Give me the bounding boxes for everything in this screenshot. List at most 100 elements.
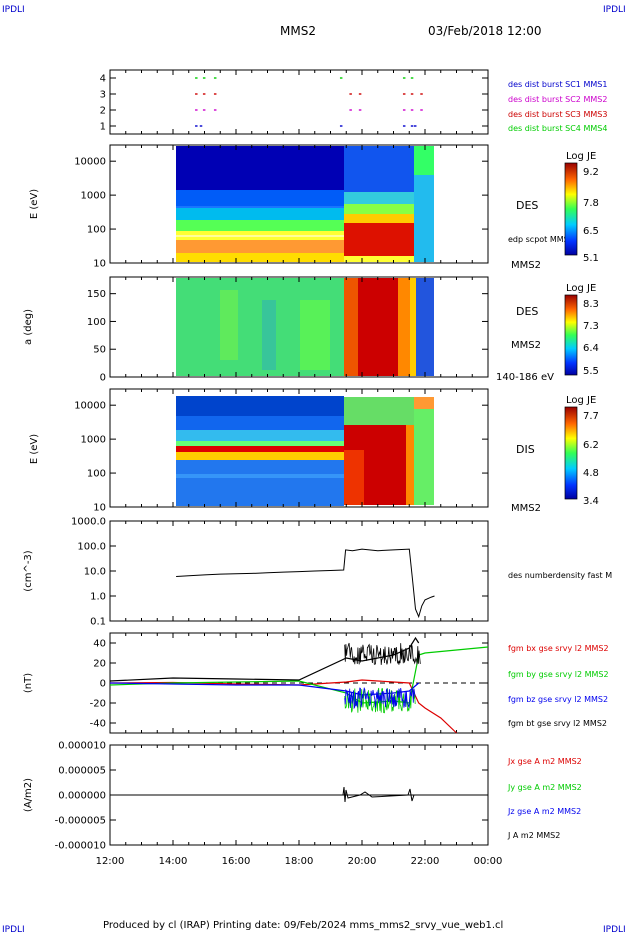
bfield-lines [110,638,488,733]
burst-mark [414,125,417,126]
burst-mark [403,93,406,94]
current-legend-jx: Jx gse A m2 MMS2 [507,757,582,766]
corner-label-top-left: IPDLI [2,5,25,15]
des-energy-colorbar [565,163,577,255]
y-tick-label: 100 [87,317,106,328]
y-tick-label: 10000 [74,401,106,412]
burst-mark [420,93,423,94]
burst-mark [200,125,203,126]
y-tick-label: 150 [87,289,106,300]
y-tick-label: 10 [93,503,106,514]
des-energy-cbar-tick: 6.5 [583,226,599,237]
y-tick-label: 100 [87,225,106,236]
burst-mark [195,93,198,94]
y-tick-label: 20 [93,659,106,670]
burst-marks [195,77,423,126]
burst-mark [359,93,362,94]
y-tick-label: 1000.0 [71,517,106,528]
current-panel: 0.0000100.0000050.000000-0.000005-0.0000… [23,741,582,852]
y-tick-label: 2 [100,106,106,117]
bfield-line [110,647,488,703]
des-pitch-cbar-tick: 6.4 [583,343,599,354]
dis-energy-cbar-tick: 7.7 [583,411,599,422]
y-tick-label: 0.000000 [58,791,106,802]
dis-energy-cbar-tick: 3.4 [583,496,599,507]
burst-legend-3: des dist burst SC3 MMS3 [508,110,607,119]
burst-mark [214,109,217,110]
dis-energy-label: DIS [516,443,535,456]
burst-mark [203,93,206,94]
des-pitch-panel: 150 100 50 0 a (deg) DES MMS2 140-186 eV Lo… [23,277,599,384]
burst-mark [403,77,406,78]
y-tick-label: 1000 [81,435,106,446]
y-tick-label: 0 [100,373,106,384]
y-tick-label: 0 [100,679,106,690]
x-tick-label: 18:00 [285,856,314,867]
corner-label-bottom-left: IPDLI [2,925,25,934]
burst-mark [420,109,423,110]
des-energy-panel: 10000 1000 100 10 E (eV) DES edp scpot MMS2… [29,145,599,271]
footer-credit: Produced by cl (IRAP) Printing date: 09/… [103,920,503,931]
current-legend-jz: Jz gse A m2 MMS2 [507,807,581,816]
x-tick-label: 12:00 [96,856,125,867]
burst-panel: 1 2 3 4 des dist burst SC1 MMS1 des dist bu… [100,70,608,134]
dis-energy-colorbar-title: Log JE [566,395,596,406]
des-energy-sublabel: MMS2 [511,260,541,271]
bfield-ylabel: (nT) [23,673,34,693]
des-pitch-spectrogram [176,278,434,376]
burst-legend-4: des dist burst SC4 MMS4 [508,124,607,133]
des-pitch-sublabel: MMS2 [511,340,541,351]
current-legend-jy: Jy gse A m2 MMS2 [507,783,582,792]
y-tick-label: 50 [93,345,106,356]
des-pitch-colorbar-title: Log JE [566,283,596,294]
bfield-legend-bz: fgm bz gse srvy l2 MMS2 [508,695,608,704]
des-pitch-colorbar [565,295,577,375]
des-energy-ylabel: E (eV) [29,189,40,219]
mission-title: MMS2 [280,24,316,38]
des-pitch-cbar-tick: 8.3 [583,299,599,310]
des-energy-cbar-tick: 7.8 [583,198,599,209]
header-datetime: 03/Feb/2018 12:00 [428,24,542,38]
current-ylabel: (A/m2) [23,778,34,812]
burst-mark [214,93,217,94]
figure: IPDLI IPDLI IPDLI IPDLI MMS2 03/Feb/2018… [0,0,630,934]
x-tick-label: 00:00 [474,856,503,867]
density-ylabel: (cm^-3) [23,550,34,591]
corner-label-bottom-right: IPDLI [603,925,626,934]
y-tick-label: 1000 [81,191,106,202]
y-tick-label: 100 [87,469,106,480]
y-tick-label: 0.000010 [58,741,106,752]
burst-mark [403,109,406,110]
burst-mark [411,125,414,126]
burst-mark [411,109,414,110]
burst-mark [349,93,352,94]
bfield-legend-bx: fgm bx gse srvy l2 MMS2 [508,644,609,653]
burst-mark [203,109,206,110]
burst-mark [411,77,414,78]
y-tick-label: 1 [100,122,106,133]
des-energy-overlay-label: edp scpot MMS2 [508,235,574,244]
dis-energy-colorbar [565,407,577,499]
dis-energy-sublabel: MMS2 [511,503,541,514]
des-energy-label: DES [516,199,538,212]
current-y-axis: 0.0000100.0000050.000000-0.000005-0.0000… [55,741,488,852]
burst-mark [340,125,343,126]
burst-mark [403,125,406,126]
burst-legend-1: des dist burst SC1 MMS1 [508,80,607,89]
y-tick-label: 1.0 [90,592,106,603]
time-x-axis: 12:00 14:00 16:00 18:00 20:00 22:00 00:00 [96,856,503,867]
corner-label-top-right: IPDLI [603,5,626,15]
x-tick-label: 14:00 [159,856,188,867]
dis-energy-ylabel: E (eV) [29,434,40,464]
bfield-legend-bt: fgm bt gse srvy l2 MMS2 [508,719,607,728]
y-tick-label: 0.1 [90,617,106,628]
des-energy-cbar-tick: 5.1 [583,253,599,264]
density-panel: 1000.0100.010.01.00.1 (cm^-3) des number… [23,517,612,628]
des-pitch-energy-band: 140-186 eV [496,372,554,383]
burst-mark [195,125,198,126]
y-tick-label: 40 [93,639,106,650]
burst-mark [203,77,206,78]
y-tick-label: 10 [93,259,106,270]
x-tick-label: 22:00 [411,856,440,867]
burst-y-axis: 1 2 3 4 [100,70,488,134]
